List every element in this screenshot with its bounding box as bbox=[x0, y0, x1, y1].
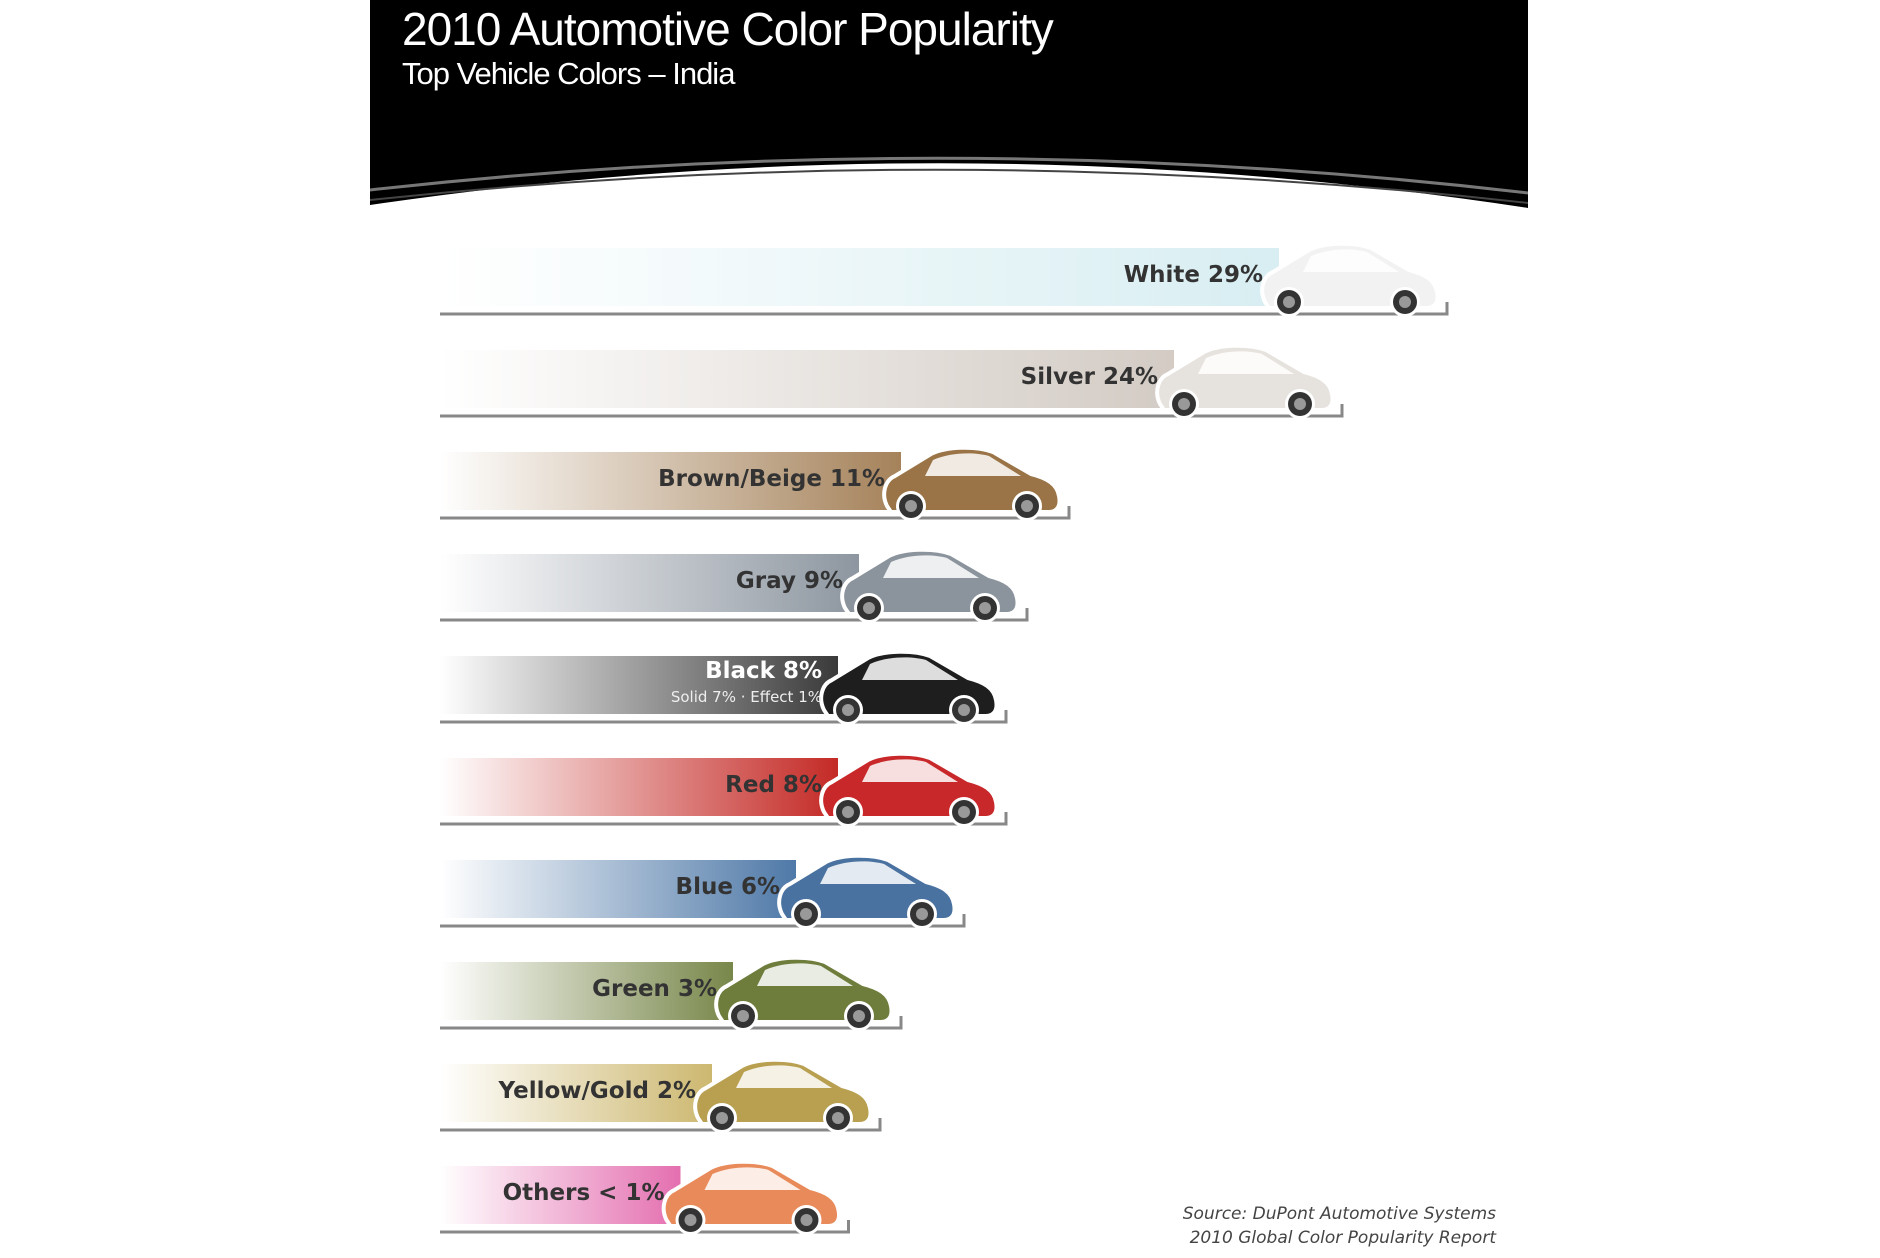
bar-baseline bbox=[440, 914, 966, 928]
bar-black bbox=[440, 649, 1008, 725]
car-icon bbox=[819, 649, 999, 725]
bar-baseline bbox=[440, 1118, 882, 1132]
bar-fill bbox=[440, 350, 1174, 408]
bar-baseline bbox=[440, 1016, 903, 1030]
bar-fill bbox=[440, 962, 733, 1020]
source-note: Source: DuPont Automotive Systems 2010 G… bbox=[1183, 1202, 1496, 1250]
car-icon bbox=[840, 547, 1020, 623]
bar-others bbox=[440, 1159, 850, 1235]
bar-label: Red 8% bbox=[725, 772, 822, 798]
car-icon bbox=[777, 853, 957, 929]
bar-gray bbox=[440, 547, 1029, 623]
bar-label: Black 8% bbox=[705, 658, 822, 684]
bar-label: Brown/Beige 11% bbox=[658, 466, 885, 492]
bar-label: Blue 6% bbox=[675, 874, 780, 900]
bar-label: Others < 1% bbox=[502, 1180, 665, 1206]
car-icon bbox=[1260, 241, 1440, 317]
car-icon bbox=[661, 1159, 841, 1235]
bar-fill bbox=[440, 554, 859, 612]
bar-blue bbox=[440, 853, 966, 929]
bar-baseline bbox=[440, 608, 1029, 622]
bar-fill bbox=[440, 1166, 681, 1224]
bar-sublabel: Solid 7% · Effect 1% bbox=[670, 688, 822, 706]
bar-baseline bbox=[440, 1220, 850, 1234]
bar-fill bbox=[440, 248, 1279, 306]
bar-white bbox=[440, 241, 1449, 317]
bar-baseline bbox=[440, 710, 1008, 724]
bar-fill bbox=[440, 452, 901, 510]
bar-baseline bbox=[440, 404, 1344, 418]
bar-green bbox=[440, 955, 903, 1031]
bar-label: White 29% bbox=[1123, 262, 1263, 288]
bar-fill bbox=[440, 656, 838, 714]
bar-label: Yellow/Gold 2% bbox=[498, 1078, 696, 1104]
bar-label: Gray 9% bbox=[735, 568, 843, 594]
bar-baseline bbox=[440, 506, 1071, 520]
source-line: 2010 Global Color Popularity Report bbox=[1189, 1228, 1496, 1248]
chart-subtitle: Top Vehicle Colors – India bbox=[402, 56, 735, 91]
bar-red bbox=[440, 751, 1008, 827]
car-icon bbox=[693, 1057, 873, 1133]
bar-fill bbox=[440, 860, 796, 918]
bar-baseline bbox=[440, 812, 1008, 826]
car-icon bbox=[714, 955, 894, 1031]
bar-label: Green 3% bbox=[592, 976, 717, 1002]
bar-label: Silver 24% bbox=[1020, 364, 1158, 390]
car-icon bbox=[882, 445, 1062, 521]
bar-baseline bbox=[440, 302, 1449, 316]
bar-fill bbox=[440, 1064, 712, 1122]
source-line: Source: DuPont Automotive Systems bbox=[1182, 1204, 1496, 1224]
car-icon bbox=[1155, 343, 1335, 419]
car-icon bbox=[819, 751, 999, 827]
bar-yellow-gold bbox=[440, 1057, 882, 1133]
header-banner bbox=[370, 0, 1528, 208]
bar-brown-beige bbox=[440, 445, 1071, 521]
bar-silver bbox=[440, 343, 1344, 419]
bar-fill bbox=[440, 758, 838, 816]
chart-title: 2010 Automotive Color Popularity bbox=[402, 3, 1054, 55]
